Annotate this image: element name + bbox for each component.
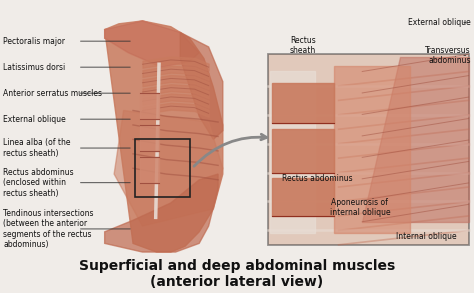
Polygon shape [273,178,334,216]
Polygon shape [273,129,334,173]
Polygon shape [114,110,223,226]
Text: Tendinous intersections
(between the anterior
segments of the rectus
abdominus): Tendinous intersections (between the ant… [3,209,93,249]
Text: External oblique: External oblique [408,18,471,27]
Polygon shape [362,57,469,222]
Polygon shape [140,125,159,151]
Polygon shape [270,71,315,233]
Text: Latissimus dorsi: Latissimus dorsi [3,63,65,72]
Text: Transversus
abdominus: Transversus abdominus [425,46,471,65]
Polygon shape [105,21,223,252]
Text: External oblique: External oblique [3,115,66,124]
Bar [136,139,190,197]
Text: Superficial and deep abdominal muscles
(anterior lateral view): Superficial and deep abdominal muscles (… [79,259,395,289]
Text: Rectus abdominus: Rectus abdominus [282,174,353,183]
Polygon shape [140,157,159,183]
Text: Rectus abdominus
(enclosed within
rectus sheath): Rectus abdominus (enclosed within rectus… [3,168,73,197]
Text: Linea alba (of the
rectus sheath): Linea alba (of the rectus sheath) [3,138,71,158]
Text: Rectus
sheath: Rectus sheath [290,36,316,55]
Text: Anterior serratus muscles: Anterior serratus muscles [3,89,102,98]
Polygon shape [140,93,159,119]
Polygon shape [105,174,218,252]
Polygon shape [273,83,334,123]
Polygon shape [105,21,199,67]
Polygon shape [334,66,410,233]
Text: Pectoralis major: Pectoralis major [3,37,65,46]
Text: Aponeurosis of
internal oblique: Aponeurosis of internal oblique [329,197,390,217]
Text: Internal oblique: Internal oblique [396,232,456,241]
Bar [268,54,469,245]
Polygon shape [105,21,199,67]
Polygon shape [180,33,223,139]
